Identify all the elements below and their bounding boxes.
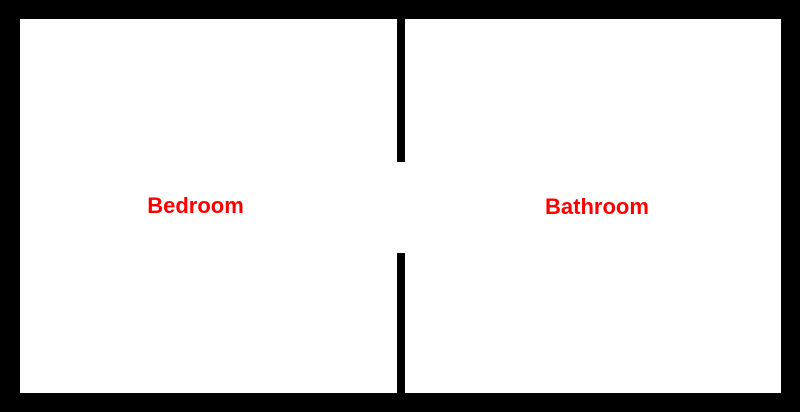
room-label-bedroom: Bedroom (147, 193, 244, 218)
room-label-bathroom: Bathroom (545, 194, 649, 219)
room-bathroom: Bathroom (405, 19, 781, 393)
room-bedroom: Bedroom (20, 19, 397, 393)
doorway-opening (397, 162, 405, 253)
